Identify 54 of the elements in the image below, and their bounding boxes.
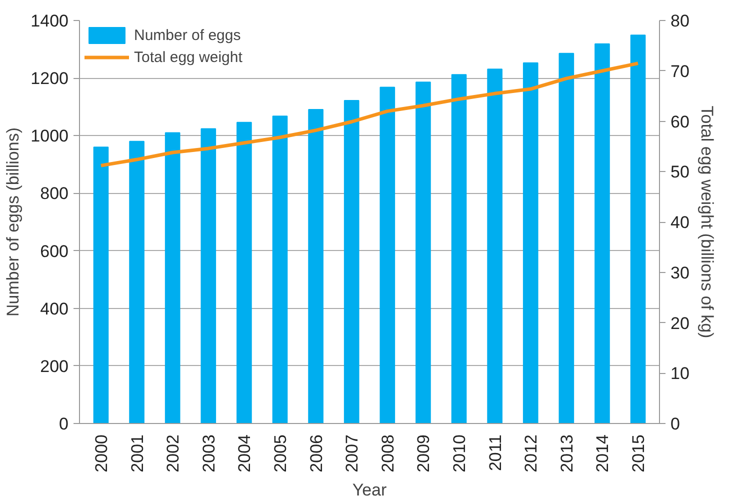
bar — [451, 74, 467, 424]
bar — [272, 116, 288, 424]
x-tick-label: 2003 — [199, 434, 218, 472]
y2-tick-label: 80 — [670, 12, 690, 30]
y2-tick-label: 40 — [670, 213, 690, 232]
y-tick-label: 1400 — [30, 12, 69, 30]
bar — [344, 100, 360, 424]
y-tick-label: 200 — [40, 356, 69, 376]
x-tick-label: 2014 — [593, 434, 612, 472]
bar — [594, 43, 610, 424]
bar — [558, 52, 574, 424]
y2-tick-label: 10 — [670, 364, 690, 384]
x-tick-label: 2013 — [557, 434, 576, 472]
x-tick-label: 2011 — [486, 434, 505, 472]
x-tick-label: 2007 — [342, 434, 362, 472]
bar — [93, 146, 109, 424]
x-axis-title: Year — [352, 480, 388, 500]
bar — [416, 82, 431, 424]
y2-axis-title: Total egg weight (billions of kg) — [697, 106, 716, 338]
x-tick-label: 2012 — [522, 434, 541, 472]
y2-tick-label: 60 — [670, 112, 690, 132]
y-tick-label: 1000 — [30, 126, 69, 146]
x-tick-label: 2010 — [450, 434, 470, 472]
x-tick-label: 2009 — [414, 434, 434, 472]
bar — [380, 86, 396, 424]
y2-tick-label: 50 — [670, 162, 690, 182]
legend-label: Total egg weight — [134, 48, 242, 66]
x-tick-label: 2004 — [235, 434, 254, 472]
x-tick-label: 2001 — [128, 434, 147, 472]
y2-tick-label: 30 — [670, 263, 690, 282]
y2-tick-label: 70 — [670, 62, 690, 81]
x-tick-label: 2002 — [164, 434, 183, 472]
x-tick-label: 2000 — [92, 434, 111, 472]
bar — [308, 108, 324, 424]
x-tick-label: 2015 — [629, 434, 648, 472]
y2-tick-label: 20 — [670, 314, 690, 333]
bar — [129, 140, 144, 424]
y-tick-label: 400 — [40, 299, 69, 318]
bar — [522, 62, 538, 424]
x-tick-label: 2006 — [306, 434, 326, 472]
legend-label: Number of eggs — [134, 26, 241, 44]
y-tick-label: 0 — [59, 414, 69, 434]
bar — [487, 68, 502, 424]
bar — [630, 34, 646, 424]
bar — [164, 132, 180, 424]
y-tick-label: 1200 — [30, 69, 69, 88]
y-tick-label: 800 — [40, 184, 69, 204]
bar — [200, 128, 216, 424]
x-tick-label: 2008 — [378, 434, 398, 472]
y-tick-label: 600 — [40, 242, 69, 261]
y-axis-title: Number of eggs (billions) — [4, 128, 23, 316]
y2-tick-label: 0 — [670, 414, 680, 434]
bar — [236, 122, 252, 424]
x-tick-label: 2005 — [270, 434, 290, 472]
